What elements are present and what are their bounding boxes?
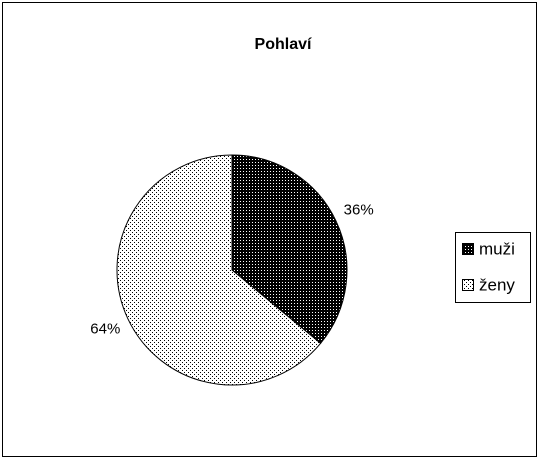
- legend-label: ženy: [479, 275, 515, 294]
- legend-swatch: [462, 279, 474, 291]
- legend-label: muži: [479, 239, 515, 258]
- data-label: 36%: [344, 201, 374, 218]
- legend-swatch: [462, 243, 474, 255]
- pie-slice: [231, 154, 348, 345]
- data-label: 64%: [90, 321, 120, 338]
- pie-slice: [116, 154, 322, 386]
- chart-title: Pohlaví: [255, 36, 312, 53]
